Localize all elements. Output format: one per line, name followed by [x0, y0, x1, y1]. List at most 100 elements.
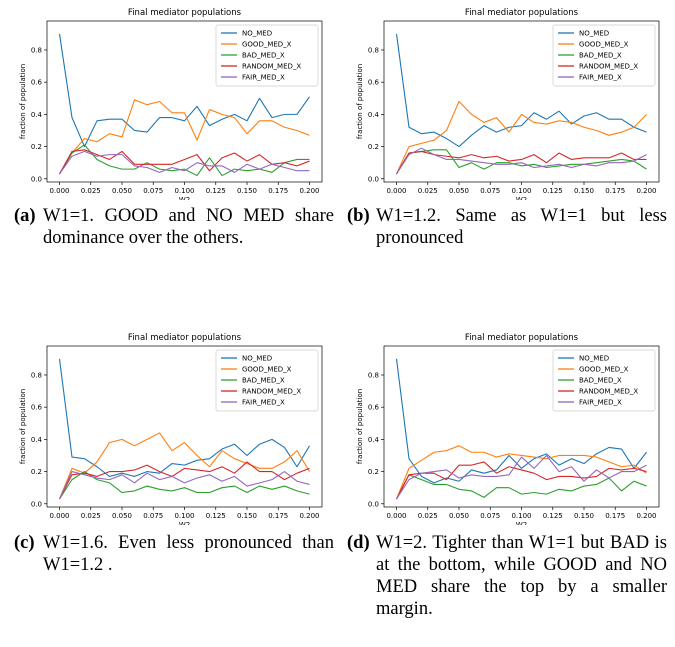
y-tick-label: 0.4 [368, 111, 380, 119]
legend-entry: BAD_MED_X [579, 377, 622, 385]
chart-b: Final mediator populations 0.000 0.025 0.05… [356, 8, 660, 200]
series-line-no-med [58, 33, 310, 148]
legend-entry: FAIR_MED_X [242, 399, 285, 407]
x-tick-label: 0.200 [299, 512, 319, 520]
legend-entry: NO_MED [579, 30, 609, 38]
caption-label: (c) [14, 533, 35, 553]
caption-label: (b) [347, 206, 370, 226]
legend-entry: GOOD_MED_X [579, 366, 629, 374]
x-tick-label: 0.200 [636, 187, 656, 195]
series-line-bad-med-x [396, 149, 647, 175]
legend-box [552, 24, 656, 87]
legend-entry: NO_MED [242, 355, 272, 363]
panel-d: Final mediator populations 0.000 0.025 0.05… [337, 325, 674, 647]
x-tick-label: 0.075 [143, 187, 163, 195]
x-tick-label: 0.025 [81, 512, 101, 520]
x-tick-label: 0.125 [206, 512, 226, 520]
y-tick-label: 0.0 [368, 175, 379, 183]
series-line-good-med-x [59, 99, 310, 175]
y-tick-label: 0.0 [31, 500, 42, 508]
y-tick-label: 0.2 [31, 468, 42, 476]
caption-text: W1=1.6. Even less pronounced than W1=1.2… [43, 533, 334, 575]
legend-box [215, 349, 319, 412]
legend-entry: GOOD_MED_X [242, 366, 292, 374]
legend-entry: RANDOM_MED_X [579, 63, 638, 71]
series-line-random-med-x [396, 461, 647, 500]
x-tick-label: 0.100 [174, 512, 194, 520]
series-line-fair-med-x [396, 147, 647, 175]
legend-entry: FAIR_MED_X [579, 74, 622, 82]
caption-b: (b) W1=1.2. Same as W1=1 but less pronou… [347, 205, 667, 249]
y-tick-label: 0.8 [31, 46, 42, 54]
legend-entry: FAIR_MED_X [579, 399, 622, 407]
y-axis-label: fraction of population [19, 64, 27, 139]
x-tick-label: 0.175 [605, 187, 625, 195]
legend-entry: RANDOM_MED_X [579, 388, 638, 396]
x-tick-label: 0.175 [268, 187, 288, 195]
y-tick-label: 0.4 [31, 111, 43, 119]
x-tick-label: 0.175 [268, 512, 288, 520]
y-tick-label: 0.6 [31, 404, 43, 412]
x-tick-label: 0.125 [543, 512, 563, 520]
x-tick-label: 0.050 [112, 187, 132, 195]
caption-d: (d) W1=2. Tighter than W1=1 but BAD is a… [347, 532, 667, 620]
y-tick-label: 0.0 [368, 500, 379, 508]
series-line-good-med-x [395, 100, 647, 175]
caption-c: (c) W1=1.6. Even less pronounced than W1… [14, 532, 334, 576]
series-line-bad-med-x [396, 474, 647, 500]
x-tick-label: 0.075 [143, 512, 163, 520]
x-tick-label: 0.150 [237, 187, 257, 195]
series-line-fair-med-x [59, 150, 310, 175]
x-tick-label: 0.075 [480, 512, 500, 520]
legend-entry: BAD_MED_X [242, 52, 285, 60]
caption-a: (a) W1=1. GOOD and NO MED share dominanc… [14, 205, 334, 249]
caption-text: W1=1. GOOD and NO MED share dominance ov… [43, 206, 334, 248]
legend-entry: RANDOM_MED_X [242, 388, 301, 396]
chart-d: Final mediator populations 0.000 0.025 0.05… [356, 333, 660, 525]
y-axis-label: fraction of population [356, 389, 364, 464]
x-axis-label: W2 [179, 196, 190, 200]
legend-entry: GOOD_MED_X [242, 41, 292, 49]
legend-entry: GOOD_MED_X [579, 41, 629, 49]
y-tick-label: 0.2 [31, 143, 42, 151]
x-tick-label: 0.100 [511, 187, 531, 195]
series-line-good-med-x [58, 432, 310, 500]
y-tick-label: 0.8 [368, 371, 379, 379]
caption-text: W1=2. Tighter than W1=1 but BAD is at th… [376, 533, 667, 619]
series-line-no-med [395, 33, 647, 148]
series-line-no-med [58, 358, 310, 477]
chart-title: Final mediator populations [465, 333, 579, 343]
y-tick-label: 0.0 [31, 175, 42, 183]
y-tick-label: 0.4 [368, 436, 380, 444]
series-line-random-med-x [59, 461, 310, 500]
y-tick-label: 0.6 [368, 79, 380, 87]
x-tick-label: 0.100 [511, 512, 531, 520]
x-tick-label: 0.150 [574, 512, 594, 520]
x-tick-label: 0.000 [386, 187, 406, 195]
legend-entry: BAD_MED_X [242, 377, 285, 385]
legend-entry: BAD_MED_X [579, 52, 622, 60]
y-tick-label: 0.6 [31, 79, 43, 87]
panel-b: Final mediator populations 0.000 0.025 0.05… [337, 0, 674, 320]
x-axis-label: W2 [179, 521, 190, 525]
x-tick-label: 0.050 [112, 512, 132, 520]
y-tick-label: 0.4 [31, 436, 43, 444]
x-tick-label: 0.025 [418, 187, 438, 195]
series-line-random-med-x [396, 150, 647, 175]
x-tick-label: 0.050 [449, 512, 469, 520]
chart-title: Final mediator populations [128, 8, 242, 18]
x-tick-label: 0.125 [206, 187, 226, 195]
x-tick-label: 0.200 [299, 187, 319, 195]
x-tick-label: 0.075 [480, 187, 500, 195]
x-tick-label: 0.000 [386, 512, 406, 520]
x-tick-label: 0.050 [449, 187, 469, 195]
panel-c: Final mediator populations 0.000 0.025 0.05… [0, 325, 337, 647]
series-line-bad-med-x [59, 471, 310, 500]
y-axis-label: fraction of population [356, 64, 364, 139]
series-line-no-med [395, 358, 647, 484]
x-tick-label: 0.000 [49, 187, 69, 195]
x-tick-label: 0.150 [574, 187, 594, 195]
x-tick-label: 0.000 [49, 512, 69, 520]
series-line-good-med-x [395, 445, 647, 500]
y-tick-label: 0.6 [368, 404, 380, 412]
